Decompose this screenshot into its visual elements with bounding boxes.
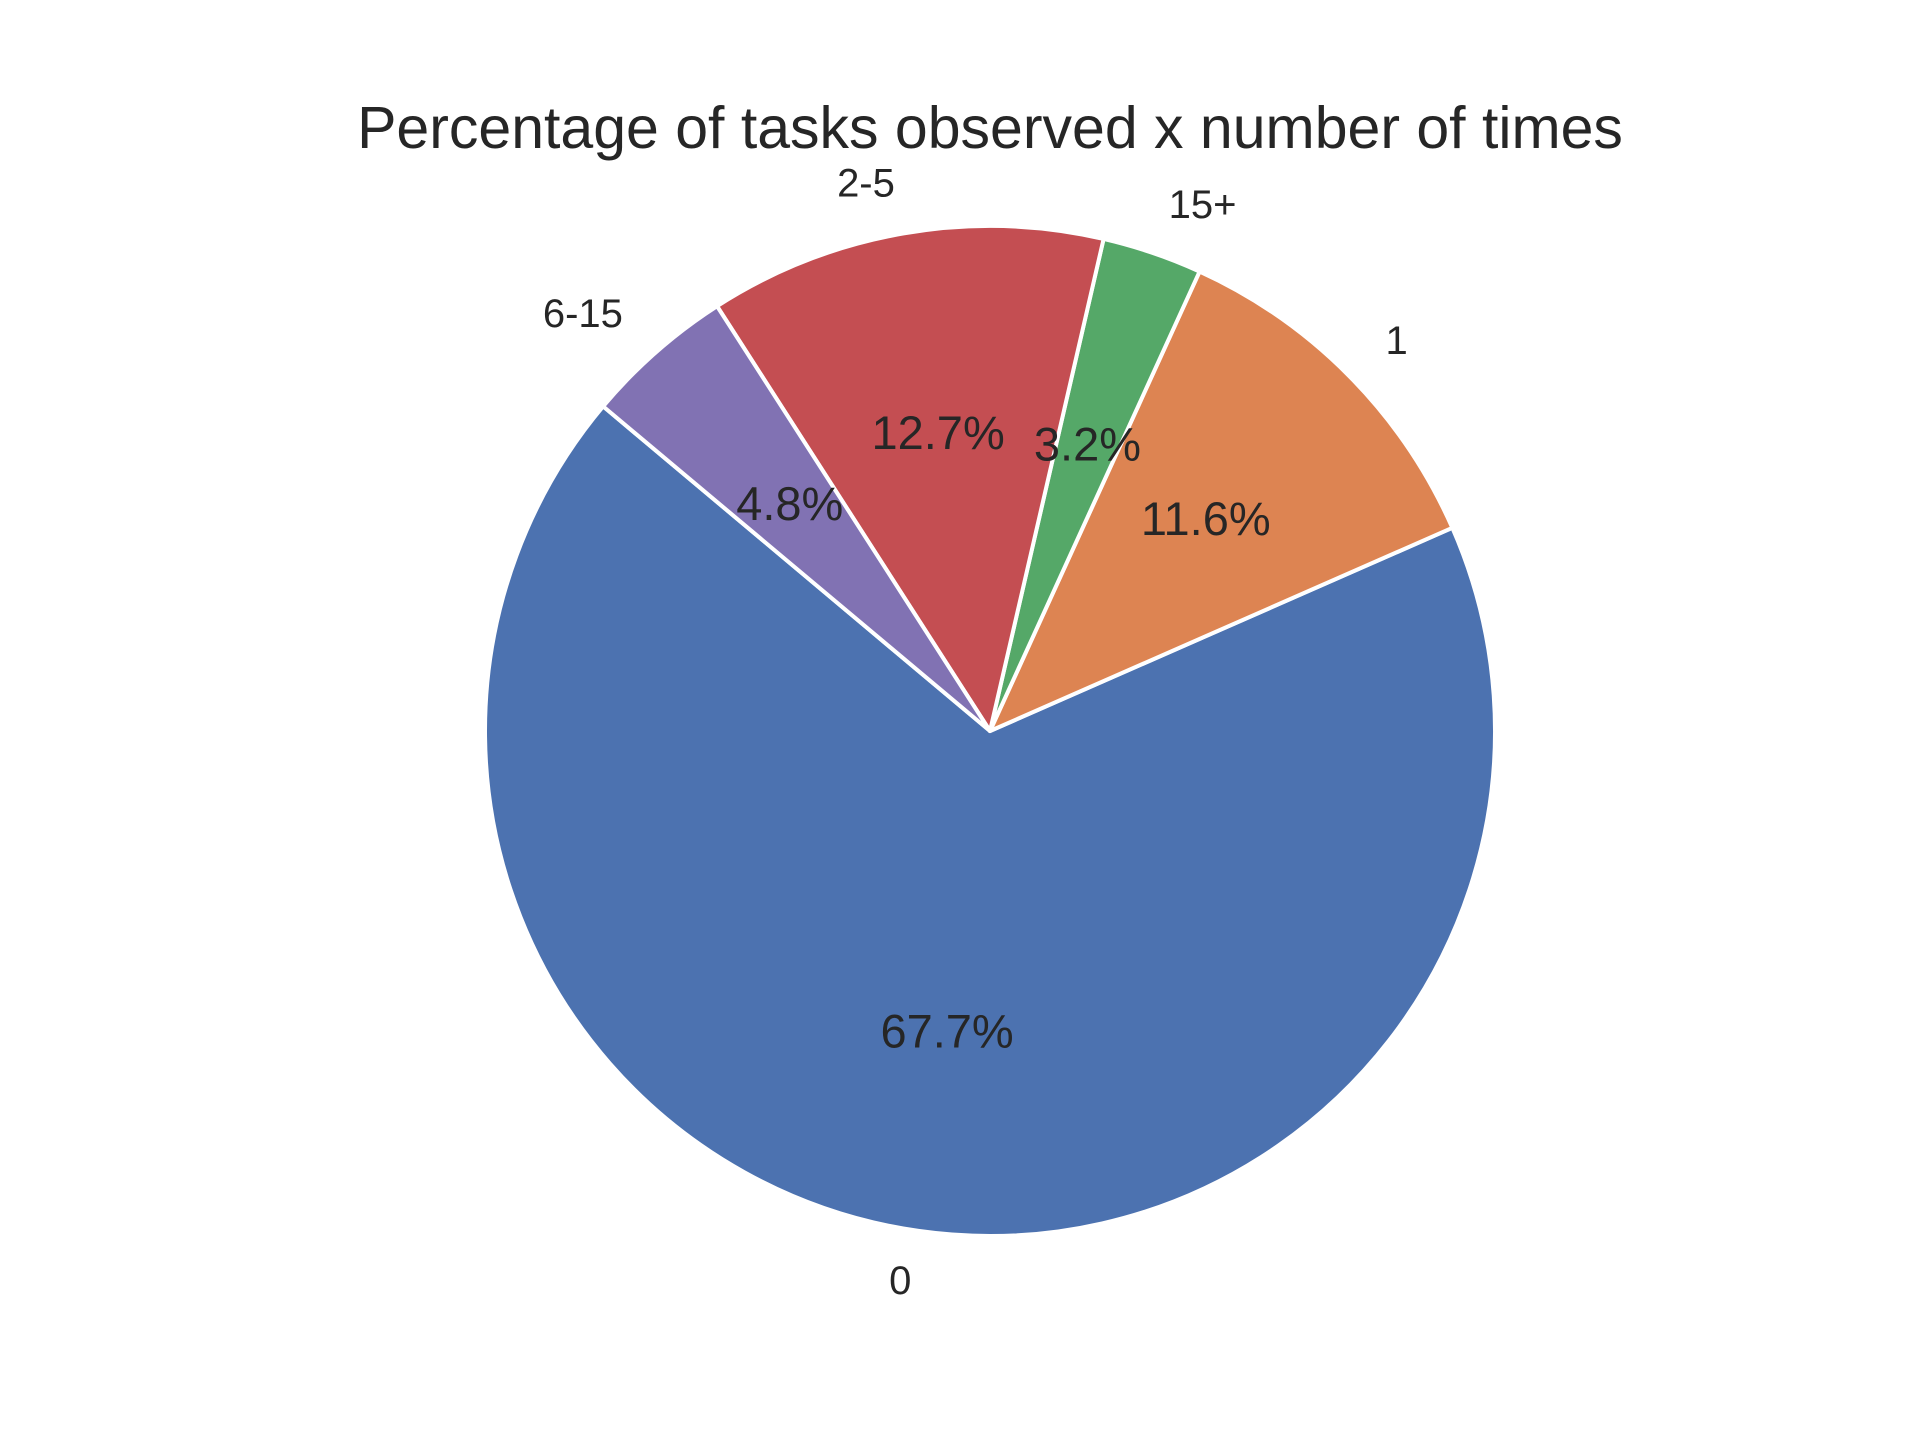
pie-slices xyxy=(483,224,1497,1238)
pie-slice-0 xyxy=(483,404,1497,1238)
slice-label-15plus: 15+ xyxy=(1169,183,1237,227)
chart-title: Percentage of tasks observed x number of… xyxy=(357,95,1623,161)
slice-label-6-15: 6-15 xyxy=(543,292,623,336)
pct-label-0: 67.7% xyxy=(880,1004,1013,1057)
pct-label-6-15: 4.8% xyxy=(736,477,843,530)
pct-label-2-5: 12.7% xyxy=(871,406,1004,459)
pie-slice-6-15 xyxy=(601,304,992,733)
slice-label-0: 0 xyxy=(889,1259,911,1303)
pie-labels: 0 67.7% 1 11.6% 15+ 3.2% 2-5 12.7% 6-15 4.8% xyxy=(543,162,1408,1303)
pct-label-1: 11.6% xyxy=(1141,492,1271,545)
slice-label-1: 1 xyxy=(1386,319,1408,363)
pct-label-15plus: 3.2% xyxy=(1034,418,1141,471)
slice-label-2-5: 2-5 xyxy=(837,162,895,206)
pie-slice-2-5 xyxy=(715,224,1106,733)
pie-slice-1 xyxy=(988,269,1455,733)
